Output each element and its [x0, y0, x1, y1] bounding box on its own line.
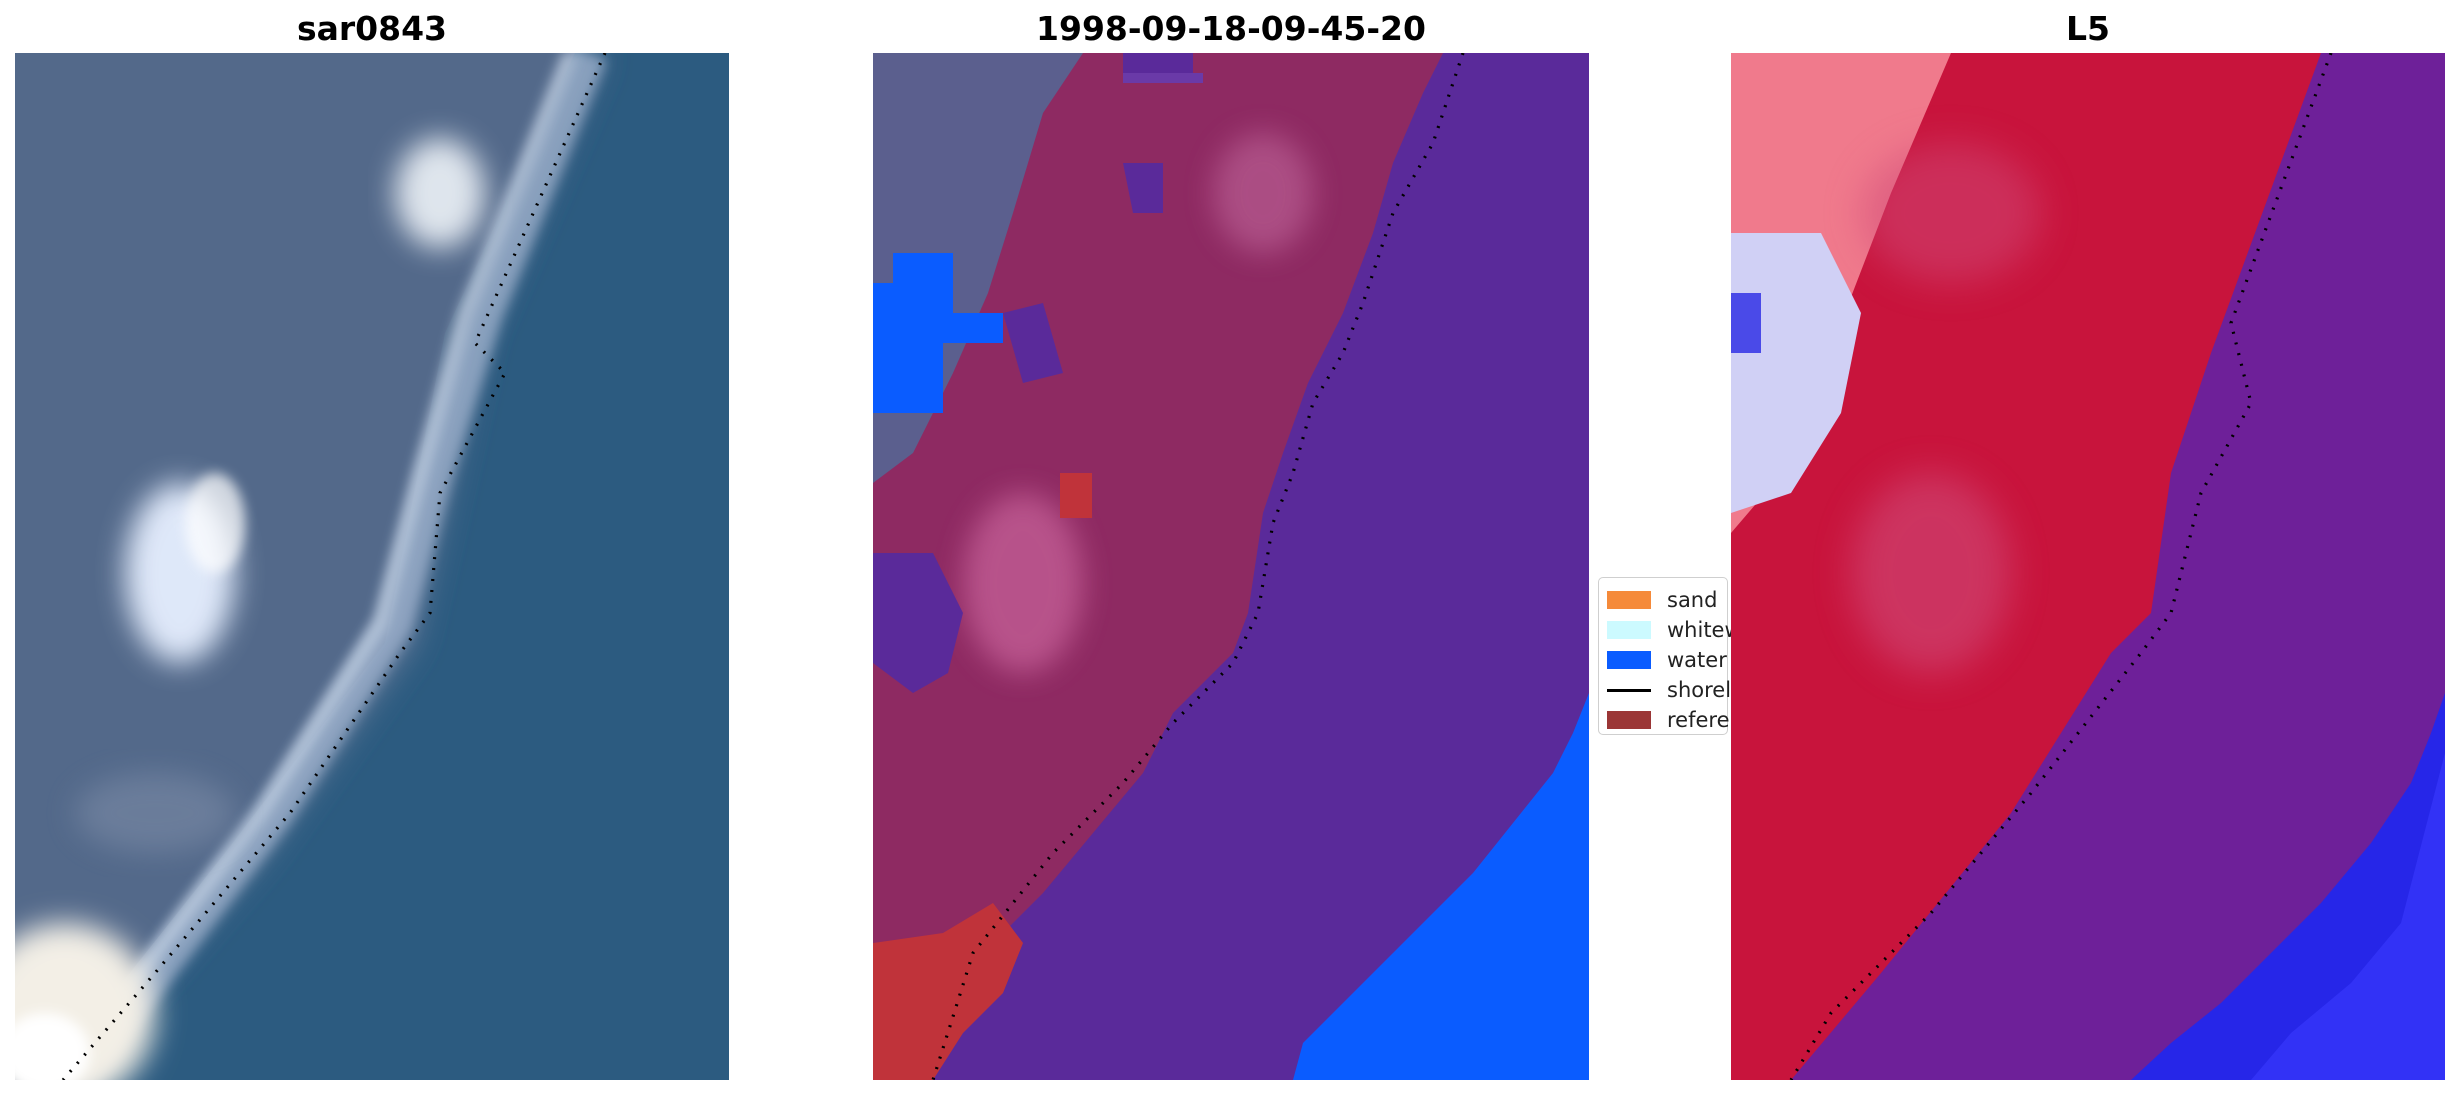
- sand-swatch: [1607, 591, 1651, 609]
- legend-label: sand: [1667, 588, 1718, 612]
- legend-item-water: water: [1607, 646, 1727, 674]
- shoreline-line-icon: [1607, 688, 1651, 692]
- panel-title-classification: 1998-09-18-09-45-20: [1036, 9, 1426, 48]
- index-image: [1731, 53, 2445, 1080]
- classification-panel: [873, 53, 1589, 1080]
- panel-title-index: L5: [2066, 9, 2110, 48]
- reference-shoreline-swatch: [1607, 711, 1651, 729]
- panel-title-rgb: sar0843: [296, 9, 448, 48]
- legend: sand whitewater water shoreline referenc…: [1598, 577, 1870, 735]
- whitewater-swatch: [1607, 621, 1651, 639]
- index-panel: [1731, 53, 2445, 1080]
- legend-item-sand: sand: [1607, 586, 1717, 614]
- rgb-image-panel: [15, 53, 729, 1080]
- classification-image: [873, 53, 1589, 1080]
- rgb-satellite-image: [15, 53, 729, 1080]
- legend-label: water: [1667, 648, 1727, 672]
- water-swatch: [1607, 651, 1651, 669]
